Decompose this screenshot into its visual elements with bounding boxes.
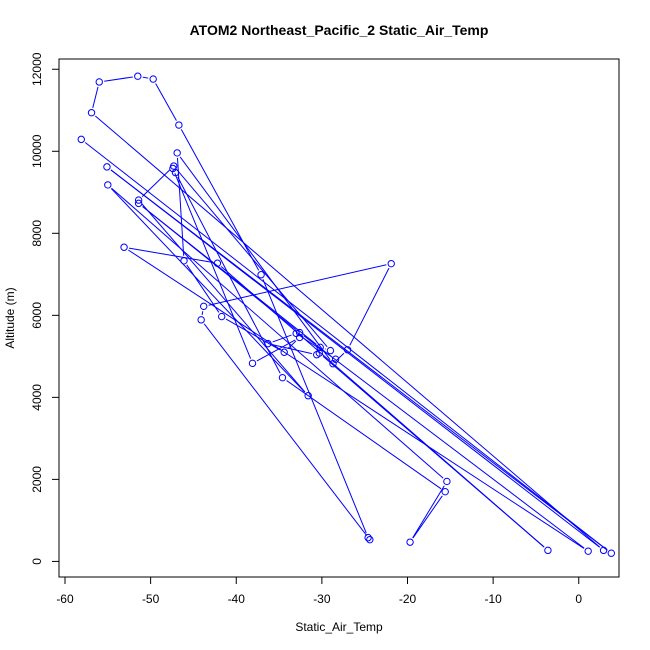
data-point	[364, 533, 372, 542]
series-line-segment	[141, 169, 171, 197]
data-point	[313, 351, 321, 359]
series-line-segment	[412, 485, 445, 539]
series-line-segment	[303, 335, 585, 549]
y-axis: 0 2000 4000 6000 8000 10000 12000	[30, 52, 60, 565]
series-line-segment	[412, 495, 443, 539]
x-tick-label: 0	[575, 592, 582, 606]
data-point	[149, 75, 157, 83]
series-line-segment	[286, 380, 442, 490]
chart-title: ATOM2 Northeast_Pacific_2 Static_Air_Tem…	[190, 22, 489, 38]
data-point	[134, 199, 143, 208]
data-point	[264, 339, 272, 348]
series-layer	[77, 72, 615, 557]
x-tick-label: -60	[56, 592, 74, 606]
y-tick-label: 4000	[30, 384, 44, 411]
data-point	[331, 355, 340, 363]
y-tick-label: 12000	[30, 52, 44, 86]
series-line-segment	[262, 279, 367, 534]
data-point	[278, 373, 287, 382]
data-point	[77, 135, 85, 144]
data-point	[170, 162, 178, 170]
x-tick-label: -10	[484, 592, 502, 606]
series-line-segment	[142, 76, 149, 79]
data-point	[104, 181, 112, 189]
x-axis-label: Static_Air_Temp	[295, 620, 383, 634]
data-point	[295, 328, 304, 337]
data-point	[257, 271, 265, 279]
data-point	[443, 477, 451, 486]
data-point	[584, 547, 592, 555]
series-line-segment	[104, 76, 133, 82]
series-line-segment	[179, 156, 331, 361]
y-tick-label: 6000	[30, 302, 44, 329]
data-point	[599, 546, 608, 555]
y-axis-label: Altitude (m)	[3, 287, 17, 348]
data-point	[406, 538, 414, 546]
x-tick-label: -50	[142, 592, 160, 606]
series-line-segment	[127, 249, 585, 549]
data-point	[316, 343, 324, 352]
series-line-segment	[174, 172, 252, 359]
data-point	[326, 346, 335, 355]
y-tick-label: 8000	[30, 220, 44, 247]
data-point	[173, 149, 181, 157]
series-line-segment	[336, 352, 345, 361]
series-line-segment	[111, 187, 444, 479]
series-line-segment	[186, 264, 220, 313]
series-line-segment	[349, 267, 390, 346]
series-line-segment	[155, 83, 177, 121]
data-point	[441, 487, 449, 496]
data-point	[387, 259, 395, 268]
y-tick-label: 10000	[30, 134, 44, 168]
series-line-segment	[300, 335, 332, 357]
data-point	[544, 546, 552, 555]
series-line-segment	[322, 355, 545, 548]
series-line-segment	[110, 188, 306, 393]
series-line-segment	[180, 129, 260, 271]
data-point	[197, 316, 205, 324]
y-tick-label: 2000	[30, 466, 44, 493]
data-point	[95, 78, 103, 86]
data-point	[134, 196, 143, 204]
x-tick-label: -40	[228, 592, 246, 606]
data-point	[304, 392, 312, 400]
series-line-segment	[110, 169, 600, 548]
data-point	[180, 257, 188, 265]
series-line-segment	[92, 86, 99, 108]
series-line-segment	[203, 323, 368, 537]
data-point	[217, 312, 226, 321]
data-point	[213, 259, 222, 267]
series-line-segment	[176, 169, 328, 348]
data-point	[175, 121, 183, 129]
series-line-segment	[141, 203, 306, 393]
data-point	[248, 359, 257, 368]
data-point	[200, 302, 208, 311]
series-line-segment	[84, 142, 608, 551]
series-line-segment	[272, 334, 292, 343]
series-line-segment	[272, 344, 312, 355]
x-tick-label: -30	[313, 592, 331, 606]
data-point	[366, 535, 374, 544]
series-line-segment	[287, 340, 297, 350]
series-line-segment	[128, 247, 213, 263]
y-tick-label: 0	[30, 558, 44, 565]
data-point	[292, 329, 300, 338]
data-point	[607, 549, 615, 557]
data-point	[171, 168, 180, 177]
series-line-segment	[201, 311, 204, 316]
data-point	[280, 348, 288, 356]
data-point	[103, 163, 111, 171]
data-point	[134, 72, 142, 80]
x-axis: -60 -50 -40 -30 -20 -10 0	[56, 576, 582, 606]
data-point	[343, 346, 352, 354]
data-point	[87, 109, 96, 117]
x-tick-label: -20	[399, 592, 417, 606]
data-point	[120, 243, 128, 251]
